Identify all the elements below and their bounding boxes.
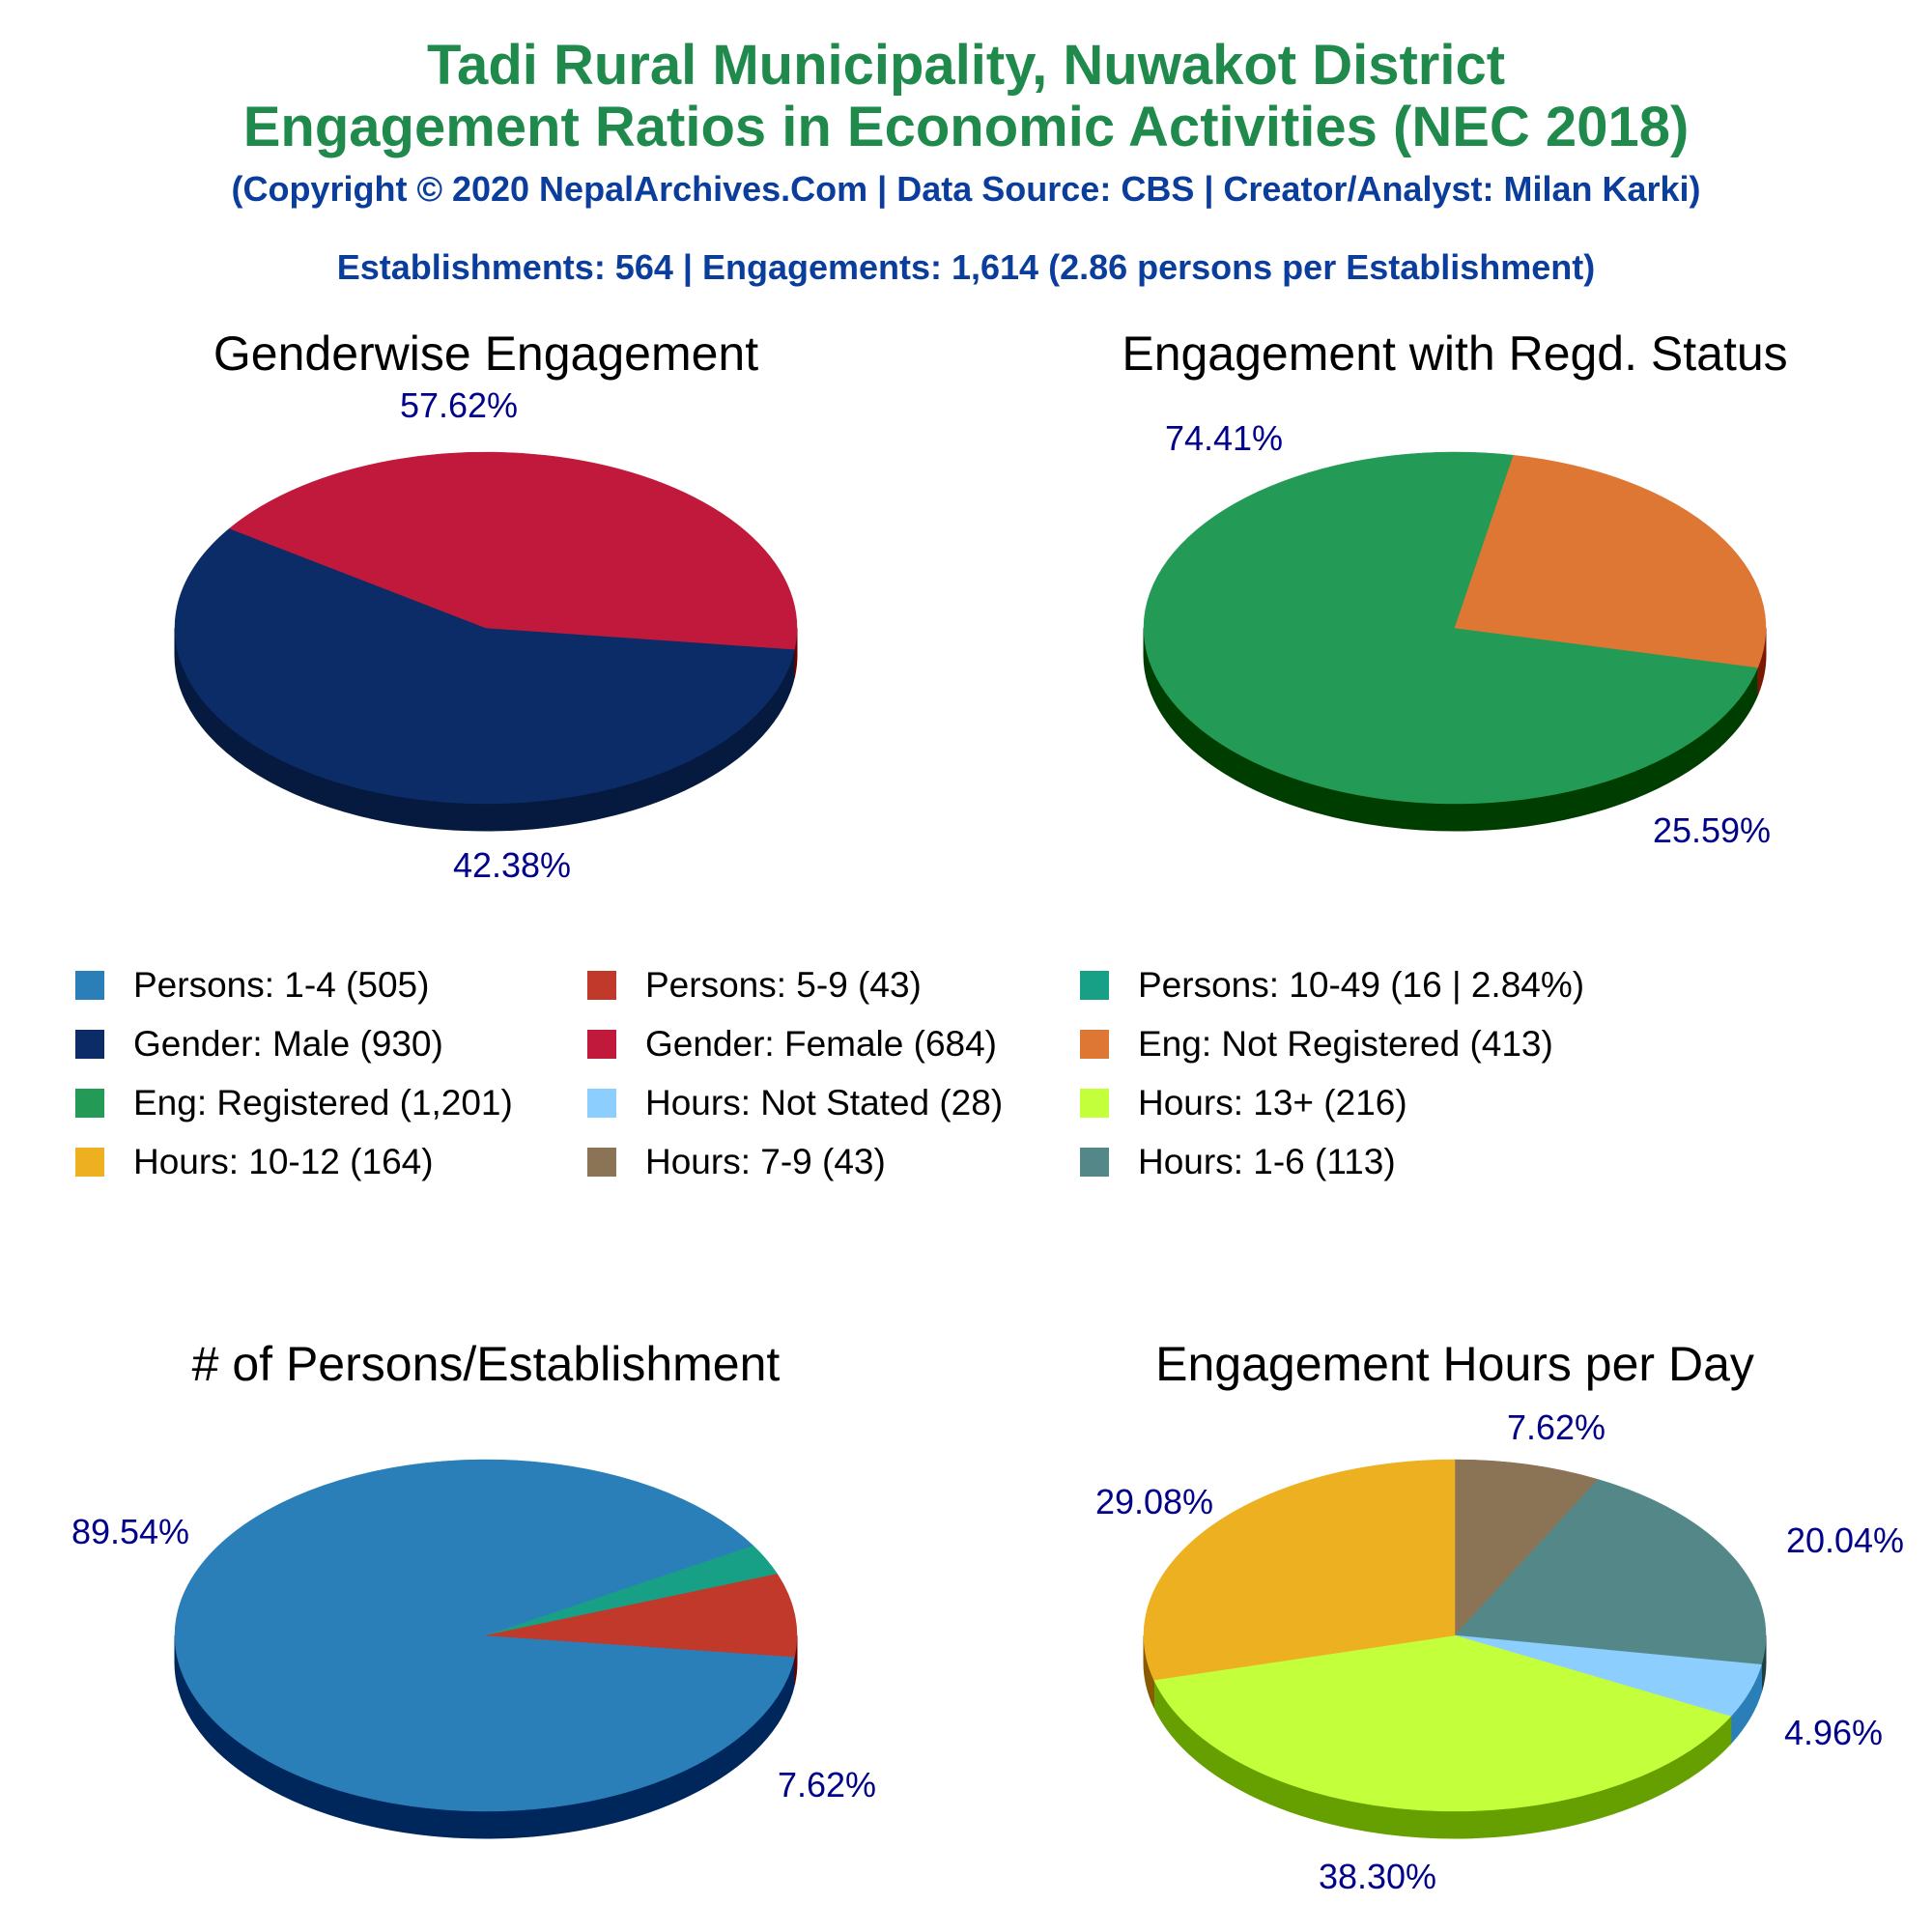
- pie-percent-label: 25.59%: [1653, 810, 1771, 850]
- legend-item: Eng: Registered (1,201): [75, 1079, 513, 1127]
- legend-label: Hours: 13+ (216): [1138, 1083, 1407, 1122]
- legend-swatch: [1080, 1089, 1109, 1118]
- pie-percent-label: 7.62%: [1507, 1407, 1605, 1447]
- legend-item: Gender: Female (684): [587, 1020, 997, 1068]
- pie-slice: [1143, 451, 1759, 805]
- pie-slice: [1454, 455, 1767, 668]
- legend-item: Persons: 1-4 (505): [75, 961, 429, 1009]
- legend-swatch: [75, 971, 104, 1000]
- pie-percent-label: 57.62%: [400, 385, 518, 425]
- pie-slice: [1454, 1479, 1767, 1665]
- copyright-line: (Copyright © 2020 NepalArchives.Com | Da…: [231, 169, 1701, 209]
- legend-item: Hours: 1-6 (113): [1080, 1138, 1396, 1186]
- legend-swatch: [587, 971, 616, 1000]
- legend-label: Hours: 7-9 (43): [645, 1142, 886, 1181]
- legend-swatch: [75, 1089, 104, 1118]
- legend-swatch: [587, 1089, 616, 1118]
- pie-slice: [1143, 1459, 1456, 1681]
- pie-percent-label: 20.04%: [1786, 1520, 1904, 1560]
- pie-slice: [174, 1459, 795, 1812]
- legend-swatch: [1080, 971, 1109, 1000]
- legend-swatch: [587, 1030, 616, 1059]
- pie-slice: [1454, 1459, 1599, 1636]
- legend-label: Eng: Registered (1,201): [133, 1083, 513, 1122]
- pie-percent-label: 7.62%: [778, 1765, 876, 1804]
- legend-label: Gender: Female (684): [645, 1024, 998, 1064]
- summary-line: Establishments: 564 | Engagements: 1,614…: [336, 247, 1596, 287]
- pie-chart-title: Engagement with Regd. Status: [1122, 327, 1787, 381]
- legend-label: Gender: Male (930): [133, 1024, 443, 1064]
- legend-item: Hours: 10-12 (164): [75, 1138, 434, 1186]
- legend-label: Hours: Not Stated (28): [645, 1083, 1004, 1122]
- legend-swatch: [75, 1030, 104, 1059]
- pie-chart-2: Engagement with Regd. Status 74.41% 25.59%: [1122, 327, 1787, 850]
- pie-chart-3: # of Persons/Establishment 89.54% 7.62%: [71, 1337, 876, 1839]
- pie-chart-title: Engagement Hours per Day: [1155, 1337, 1754, 1391]
- pie-slice: [485, 1574, 798, 1658]
- pie-chart-title: Genderwise Engagement: [213, 327, 758, 381]
- legend-label: Persons: 1-4 (505): [133, 965, 430, 1005]
- chart-title-line2: Engagement Ratios in Economic Activities…: [242, 96, 1690, 158]
- legend-label: Hours: 10-12 (164): [133, 1142, 434, 1181]
- legend-swatch: [1080, 1148, 1109, 1177]
- legend-item: Gender: Male (930): [75, 1020, 443, 1068]
- legend-item: Persons: 10-49 (16 | 2.84%): [1080, 961, 1584, 1009]
- pie-percent-label: 89.54%: [71, 1512, 189, 1551]
- legend-swatch: [1080, 1030, 1109, 1059]
- pie-percent-label: 74.41%: [1165, 418, 1283, 458]
- legend-label: Persons: 10-49 (16 | 2.84%): [1138, 965, 1585, 1005]
- pie-percent-label: 4.96%: [1784, 1713, 1883, 1752]
- pie-percent-label: 42.38%: [453, 845, 571, 885]
- legend-item: Hours: 13+ (216): [1080, 1079, 1407, 1127]
- pie-percent-label: 29.08%: [1095, 1482, 1213, 1521]
- legend-swatch: [75, 1148, 104, 1177]
- legend-item: Persons: 5-9 (43): [587, 961, 922, 1009]
- pie-percent-label: 38.30%: [1319, 1857, 1436, 1896]
- pie-chart-4: Engagement Hours per Day 7.62% 20.04% 4.96%…: [1095, 1337, 1904, 1896]
- pie-slice: [1153, 1634, 1732, 1812]
- legend-item: Hours: 7-9 (43): [587, 1138, 886, 1186]
- chart-title-line1: Tadi Rural Municipality, Nuwakot Distric…: [426, 34, 1506, 97]
- pie-slice: [228, 451, 798, 650]
- legend-label: Hours: 1-6 (113): [1138, 1142, 1396, 1181]
- legend-label: Persons: 5-9 (43): [645, 965, 922, 1005]
- legend-item: Hours: Not Stated (28): [587, 1079, 1003, 1127]
- pie-slice: [174, 527, 795, 805]
- legend-swatch: [587, 1148, 616, 1177]
- pie-chart-title: # of Persons/Establishment: [192, 1337, 781, 1391]
- legend-label: Eng: Not Registered (413): [1138, 1024, 1553, 1064]
- legend-item: Eng: Not Registered (413): [1080, 1020, 1553, 1068]
